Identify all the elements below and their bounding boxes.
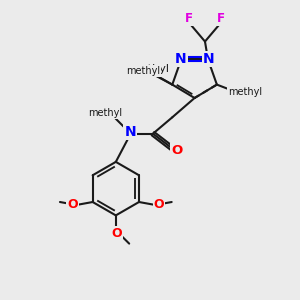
Text: O: O [154,198,164,211]
Text: F: F [217,12,225,25]
Text: N: N [124,125,136,139]
Text: O: O [111,227,122,240]
Text: F: F [184,12,193,25]
Text: methyl: methyl [228,87,262,97]
Text: methyl: methyl [88,108,122,118]
Text: O: O [171,144,182,158]
Text: N: N [175,52,186,66]
Text: methyl: methyl [126,66,160,76]
Text: O: O [68,198,78,211]
Text: N: N [203,52,214,66]
Text: methyl: methyl [130,64,169,74]
